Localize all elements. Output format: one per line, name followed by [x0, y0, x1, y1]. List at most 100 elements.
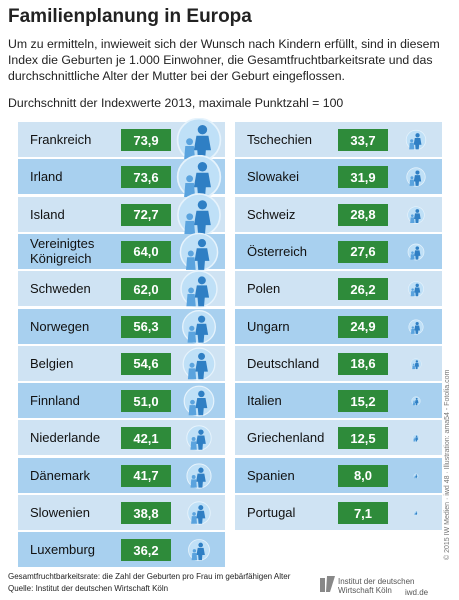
- family-icon: [187, 501, 211, 525]
- family-icon: [407, 205, 425, 224]
- child-head: [186, 138, 193, 146]
- row: Slowenien 38,8: [18, 495, 225, 530]
- head: [415, 511, 417, 513]
- body: [414, 325, 421, 334]
- icon: [410, 358, 422, 370]
- row: Polen 26,2: [235, 271, 442, 307]
- head: [415, 321, 419, 325]
- value-label: 26,2: [338, 278, 388, 301]
- value-label: 33,7: [338, 129, 388, 151]
- body: [413, 212, 421, 223]
- head: [197, 199, 208, 210]
- row: Irland 73,6: [18, 155, 225, 200]
- family-icon: [182, 347, 216, 381]
- family-icon: [186, 463, 212, 489]
- body: [195, 398, 208, 416]
- child-head: [191, 437, 196, 442]
- child-body: [413, 439, 416, 442]
- body: [415, 475, 418, 478]
- row: Island 72,7: [18, 192, 225, 237]
- child-head: [188, 287, 194, 294]
- body: [195, 360, 208, 379]
- icon: [177, 192, 221, 237]
- child-body: [184, 220, 196, 235]
- head: [415, 360, 419, 363]
- country-label: Slowakei: [247, 169, 300, 185]
- body: [196, 473, 206, 488]
- value-label: 38,8: [121, 502, 171, 524]
- value-label: 12,5: [338, 427, 388, 450]
- country-label: Polen: [247, 281, 281, 297]
- body: [415, 437, 419, 442]
- note: Durchschnitt der Indexwerte 2013, maxima…: [8, 96, 344, 110]
- child-body: [187, 368, 197, 379]
- value-label: 73,6: [121, 166, 171, 189]
- body: [414, 250, 421, 260]
- child-body: [410, 216, 415, 223]
- head: [198, 315, 206, 323]
- head: [415, 283, 419, 288]
- subtitle: Um zu ermitteln, inwieweit sich der Wuns…: [8, 37, 440, 83]
- value-label: 18,6: [338, 352, 388, 375]
- family-icon: [177, 192, 221, 237]
- child-body: [190, 479, 197, 488]
- site: iwd.de: [405, 588, 429, 597]
- country-label: Spanien: [247, 467, 295, 483]
- child-head: [414, 475, 416, 477]
- icon: [408, 281, 424, 298]
- child-body: [191, 553, 198, 561]
- icon: [413, 473, 419, 479]
- family-icon: [176, 118, 222, 162]
- value-label: 72,7: [121, 203, 171, 226]
- child-head: [187, 250, 194, 257]
- head: [415, 398, 418, 400]
- family-icon: [405, 129, 427, 151]
- source: Quelle: Institut der deutschen Wirtschaf…: [8, 584, 169, 593]
- row: Vereinigtes Königreich 64,0: [18, 232, 225, 272]
- row: Tschechien 33,7: [235, 122, 442, 157]
- head: [198, 542, 203, 548]
- icon: [180, 270, 218, 308]
- row: Italien 15,2: [235, 383, 442, 419]
- child-head: [410, 176, 414, 180]
- head: [415, 246, 420, 250]
- child-head: [189, 362, 195, 368]
- child-head: [410, 213, 414, 217]
- row: Niederlande 42,1: [18, 420, 225, 456]
- child-body: [190, 441, 197, 451]
- country-label: Norwegen: [30, 318, 90, 334]
- family-icon: [408, 318, 424, 335]
- icon: [186, 463, 212, 489]
- head: [415, 474, 417, 476]
- value-label: 27,6: [338, 240, 388, 263]
- icon: [407, 243, 425, 261]
- child-head: [413, 400, 415, 403]
- value-label: 28,8: [338, 203, 388, 226]
- country-label: Schweden: [30, 281, 91, 297]
- value-label: 51,0: [121, 390, 171, 413]
- row: Finnland 51,0: [18, 383, 225, 419]
- icon: [179, 232, 219, 272]
- value-label: 42,1: [121, 427, 171, 450]
- family-icon: [410, 358, 422, 370]
- child-body: [412, 402, 416, 406]
- logo: Institut der deutschen Wirtschaft Köln: [338, 577, 415, 595]
- row: Dänemark 41,7: [18, 457, 225, 493]
- body: [415, 512, 418, 515]
- child-body: [410, 291, 415, 297]
- country-label: Vereinigtes Königreich: [30, 236, 95, 267]
- child-body: [409, 179, 415, 187]
- row: Spanien 8,0: [235, 457, 442, 493]
- body: [413, 175, 422, 187]
- logo-mark: [320, 576, 335, 592]
- icon: [411, 396, 421, 406]
- body: [193, 173, 211, 198]
- body: [196, 510, 206, 524]
- country-label: Niederlande: [30, 430, 101, 446]
- head: [197, 124, 208, 135]
- value-label: 56,3: [121, 315, 171, 338]
- family-icon: [411, 396, 421, 406]
- country-label: Slowenien: [30, 505, 90, 520]
- value-label: 41,7: [121, 464, 171, 487]
- child-head: [191, 474, 196, 479]
